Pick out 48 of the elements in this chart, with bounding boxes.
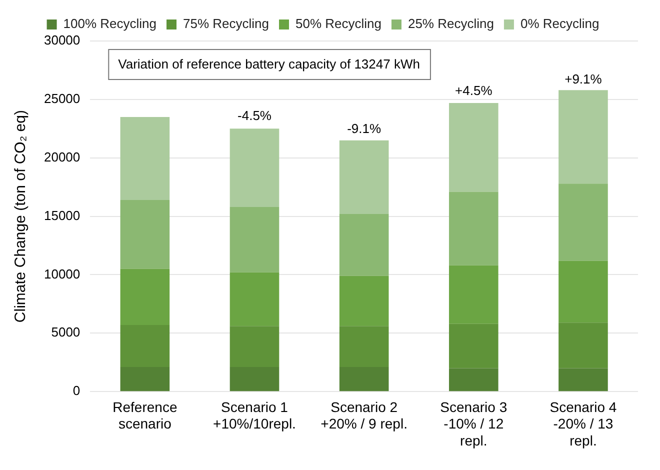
bar bbox=[230, 128, 280, 207]
annotation: Variation of reference battery capacity of 13247 kWh bbox=[118, 56, 420, 72]
x-tick-label: Scenario 3 -10% / 12 repl. bbox=[440, 398, 508, 448]
annotation: -4.5% bbox=[238, 108, 272, 124]
bar bbox=[558, 90, 608, 184]
bar bbox=[448, 102, 498, 192]
bar bbox=[558, 260, 608, 323]
y-tick-label: 15000 bbox=[44, 208, 80, 223]
y-tick-label: 0 bbox=[72, 383, 80, 398]
legend-label: 100% Recycling bbox=[63, 16, 157, 32]
bar bbox=[120, 200, 170, 269]
bar bbox=[120, 324, 170, 368]
bar bbox=[339, 367, 389, 392]
bar bbox=[558, 184, 608, 261]
bar bbox=[230, 326, 280, 368]
x-tick-label: Reference scenario bbox=[112, 398, 178, 432]
y-tick-label: 10000 bbox=[44, 266, 80, 282]
y-tick-label: 20000 bbox=[44, 149, 80, 164]
bar bbox=[448, 265, 498, 324]
bar bbox=[339, 214, 389, 276]
bar bbox=[448, 368, 498, 392]
bar bbox=[558, 368, 608, 392]
annotation: -9.1% bbox=[347, 121, 382, 136]
x-tick-label: Scenario 4 -20% / 13 repl. bbox=[550, 398, 617, 448]
y-tick-label: 5000 bbox=[51, 324, 80, 340]
bar bbox=[448, 324, 498, 368]
legend-label: 25% Recycling bbox=[408, 16, 494, 32]
annotation: +9.1% bbox=[564, 71, 602, 86]
x-tick-label: Scenario 2 +20% / 9 repl. bbox=[320, 398, 408, 432]
legend-label: 75% Recycling bbox=[183, 16, 269, 32]
bar bbox=[120, 367, 170, 392]
bar bbox=[230, 272, 280, 326]
x-tick-label: Scenario 1 +10%/10repl. bbox=[213, 398, 296, 432]
y-axis-title: Climate Change (ton of CO₂ eq) bbox=[12, 110, 30, 323]
bar bbox=[558, 322, 608, 368]
bar bbox=[339, 276, 389, 326]
bar bbox=[230, 206, 280, 272]
bar bbox=[230, 367, 280, 392]
legend-label: 50% Recycling bbox=[295, 16, 382, 32]
bar bbox=[120, 116, 170, 200]
bar bbox=[120, 268, 170, 325]
y-tick-label: 30000 bbox=[44, 32, 80, 48]
legend-label: 0% Recycling bbox=[520, 16, 600, 32]
bar bbox=[339, 140, 389, 214]
bar bbox=[339, 326, 389, 368]
annotation: +4.5% bbox=[455, 83, 493, 98]
bar bbox=[448, 192, 498, 266]
y-tick-label: 25000 bbox=[44, 91, 80, 106]
